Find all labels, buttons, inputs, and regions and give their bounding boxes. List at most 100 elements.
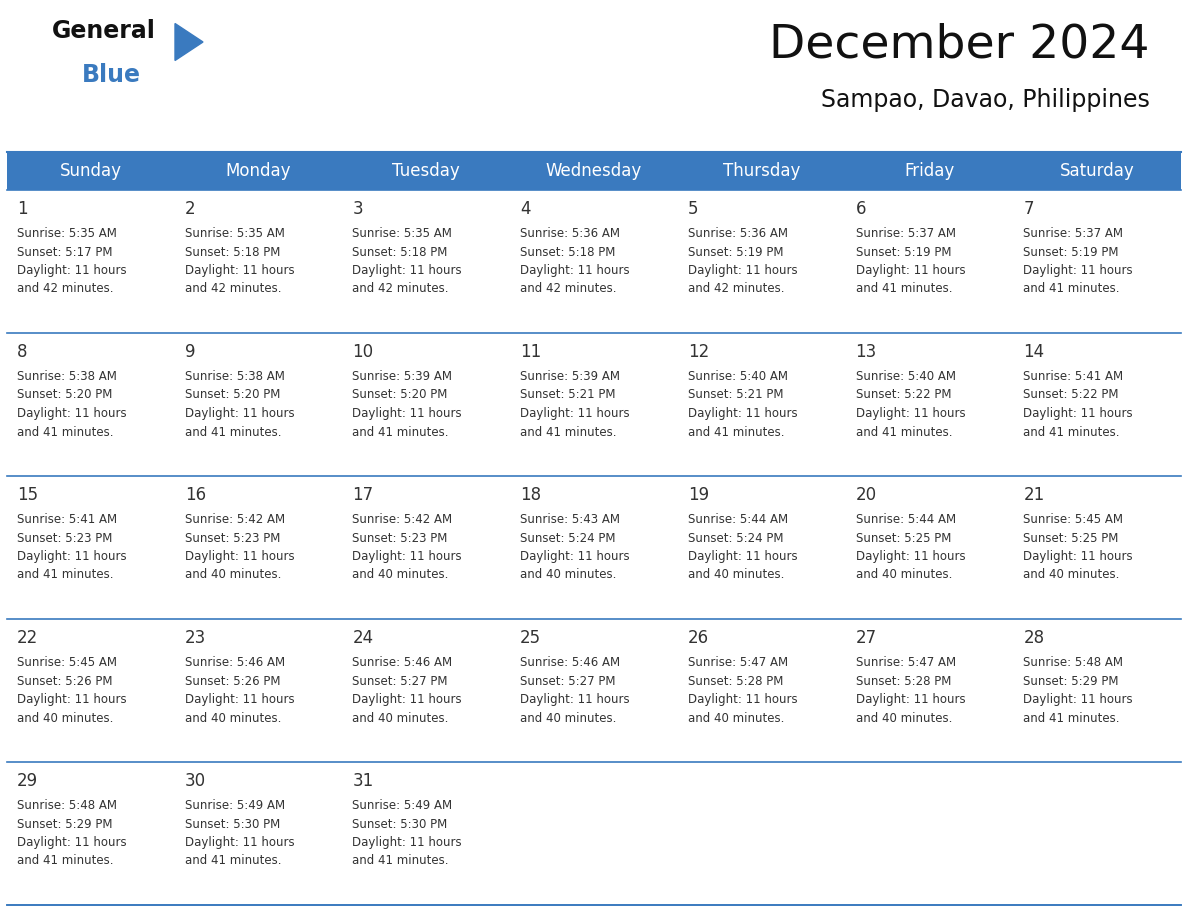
Text: 22: 22 <box>17 629 38 647</box>
Text: Daylight: 11 hours: Daylight: 11 hours <box>688 407 797 420</box>
Text: 30: 30 <box>184 772 206 790</box>
Text: 11: 11 <box>520 343 542 361</box>
Text: 31: 31 <box>353 772 374 790</box>
Text: Sunrise: 5:48 AM: Sunrise: 5:48 AM <box>1023 656 1124 669</box>
Text: Daylight: 11 hours: Daylight: 11 hours <box>688 264 797 277</box>
Text: and 40 minutes.: and 40 minutes. <box>855 711 952 724</box>
Text: Sunrise: 5:36 AM: Sunrise: 5:36 AM <box>688 227 788 240</box>
Text: 28: 28 <box>1023 629 1044 647</box>
Bar <box>846 190 1013 333</box>
Bar <box>678 476 846 619</box>
Text: and 42 minutes.: and 42 minutes. <box>184 283 282 296</box>
Text: and 40 minutes.: and 40 minutes. <box>353 568 449 581</box>
Text: and 40 minutes.: and 40 minutes. <box>184 711 282 724</box>
Text: Sunset: 5:24 PM: Sunset: 5:24 PM <box>520 532 615 544</box>
Text: Daylight: 11 hours: Daylight: 11 hours <box>17 836 127 849</box>
Text: and 40 minutes.: and 40 minutes. <box>17 711 113 724</box>
Text: Sunset: 5:18 PM: Sunset: 5:18 PM <box>520 245 615 259</box>
Bar <box>678 333 846 476</box>
Text: and 41 minutes.: and 41 minutes. <box>855 283 952 296</box>
Text: 8: 8 <box>17 343 27 361</box>
Text: Sunrise: 5:39 AM: Sunrise: 5:39 AM <box>520 370 620 383</box>
Text: Sunset: 5:27 PM: Sunset: 5:27 PM <box>353 675 448 688</box>
Text: Sunset: 5:23 PM: Sunset: 5:23 PM <box>17 532 113 544</box>
Bar <box>510 333 678 476</box>
Text: Daylight: 11 hours: Daylight: 11 hours <box>855 693 965 706</box>
Text: 1: 1 <box>17 200 27 218</box>
Text: 2: 2 <box>184 200 195 218</box>
Text: Sunrise: 5:45 AM: Sunrise: 5:45 AM <box>1023 513 1124 526</box>
Text: Daylight: 11 hours: Daylight: 11 hours <box>353 550 462 563</box>
Text: Sunrise: 5:42 AM: Sunrise: 5:42 AM <box>184 513 285 526</box>
Text: Sunrise: 5:49 AM: Sunrise: 5:49 AM <box>353 799 453 812</box>
Text: Daylight: 11 hours: Daylight: 11 hours <box>520 407 630 420</box>
Text: and 41 minutes.: and 41 minutes. <box>184 855 282 868</box>
Text: and 41 minutes.: and 41 minutes. <box>17 568 114 581</box>
Text: Sunrise: 5:44 AM: Sunrise: 5:44 AM <box>688 513 788 526</box>
Text: Sunset: 5:18 PM: Sunset: 5:18 PM <box>353 245 448 259</box>
Text: Sunrise: 5:40 AM: Sunrise: 5:40 AM <box>855 370 955 383</box>
Text: Sampao, Davao, Philippines: Sampao, Davao, Philippines <box>821 88 1150 112</box>
Text: Sunset: 5:19 PM: Sunset: 5:19 PM <box>855 245 952 259</box>
Text: Sunrise: 5:35 AM: Sunrise: 5:35 AM <box>353 227 453 240</box>
Text: 17: 17 <box>353 486 373 504</box>
Text: 6: 6 <box>855 200 866 218</box>
Text: Sunset: 5:29 PM: Sunset: 5:29 PM <box>17 818 113 831</box>
Text: and 40 minutes.: and 40 minutes. <box>688 568 784 581</box>
Text: 3: 3 <box>353 200 364 218</box>
Text: Daylight: 11 hours: Daylight: 11 hours <box>855 550 965 563</box>
Text: and 42 minutes.: and 42 minutes. <box>688 283 784 296</box>
Text: and 41 minutes.: and 41 minutes. <box>184 426 282 439</box>
Text: Daylight: 11 hours: Daylight: 11 hours <box>184 550 295 563</box>
Bar <box>342 762 510 905</box>
Bar <box>1013 619 1181 762</box>
Text: and 42 minutes.: and 42 minutes. <box>17 283 114 296</box>
Text: Sunset: 5:21 PM: Sunset: 5:21 PM <box>520 388 615 401</box>
Text: Sunrise: 5:40 AM: Sunrise: 5:40 AM <box>688 370 788 383</box>
Text: 25: 25 <box>520 629 542 647</box>
Text: Sunset: 5:24 PM: Sunset: 5:24 PM <box>688 532 783 544</box>
Text: Sunset: 5:30 PM: Sunset: 5:30 PM <box>353 818 448 831</box>
Text: Daylight: 11 hours: Daylight: 11 hours <box>520 264 630 277</box>
Text: Sunrise: 5:35 AM: Sunrise: 5:35 AM <box>184 227 285 240</box>
Text: Sunrise: 5:37 AM: Sunrise: 5:37 AM <box>1023 227 1124 240</box>
Text: Daylight: 11 hours: Daylight: 11 hours <box>1023 264 1133 277</box>
Text: Sunrise: 5:48 AM: Sunrise: 5:48 AM <box>17 799 116 812</box>
Text: Sunrise: 5:47 AM: Sunrise: 5:47 AM <box>688 656 788 669</box>
Text: 5: 5 <box>688 200 699 218</box>
Text: Sunset: 5:20 PM: Sunset: 5:20 PM <box>184 388 280 401</box>
Text: Daylight: 11 hours: Daylight: 11 hours <box>1023 407 1133 420</box>
Bar <box>1013 190 1181 333</box>
Text: Sunset: 5:26 PM: Sunset: 5:26 PM <box>184 675 280 688</box>
Text: Daylight: 11 hours: Daylight: 11 hours <box>17 693 127 706</box>
Bar <box>342 476 510 619</box>
Bar <box>7 762 175 905</box>
Text: Sunset: 5:17 PM: Sunset: 5:17 PM <box>17 245 113 259</box>
Bar <box>1013 762 1181 905</box>
Text: Daylight: 11 hours: Daylight: 11 hours <box>353 693 462 706</box>
Text: Sunset: 5:25 PM: Sunset: 5:25 PM <box>1023 532 1119 544</box>
Bar <box>510 476 678 619</box>
Bar <box>1013 476 1181 619</box>
Text: Daylight: 11 hours: Daylight: 11 hours <box>184 264 295 277</box>
Text: Daylight: 11 hours: Daylight: 11 hours <box>184 693 295 706</box>
Text: Sunset: 5:25 PM: Sunset: 5:25 PM <box>855 532 950 544</box>
Text: Thursday: Thursday <box>723 162 801 180</box>
Text: and 40 minutes.: and 40 minutes. <box>520 711 617 724</box>
Text: 24: 24 <box>353 629 373 647</box>
Text: and 41 minutes.: and 41 minutes. <box>1023 283 1120 296</box>
Text: 27: 27 <box>855 629 877 647</box>
Bar <box>510 190 678 333</box>
Text: Tuesday: Tuesday <box>392 162 460 180</box>
Text: Sunset: 5:28 PM: Sunset: 5:28 PM <box>855 675 950 688</box>
Text: Daylight: 11 hours: Daylight: 11 hours <box>353 407 462 420</box>
Text: 10: 10 <box>353 343 373 361</box>
Text: Sunrise: 5:47 AM: Sunrise: 5:47 AM <box>855 656 955 669</box>
Bar <box>678 619 846 762</box>
Text: Sunrise: 5:35 AM: Sunrise: 5:35 AM <box>17 227 116 240</box>
Text: 12: 12 <box>688 343 709 361</box>
Text: Sunset: 5:23 PM: Sunset: 5:23 PM <box>353 532 448 544</box>
Bar <box>510 762 678 905</box>
Text: Daylight: 11 hours: Daylight: 11 hours <box>688 693 797 706</box>
Text: and 41 minutes.: and 41 minutes. <box>688 426 784 439</box>
